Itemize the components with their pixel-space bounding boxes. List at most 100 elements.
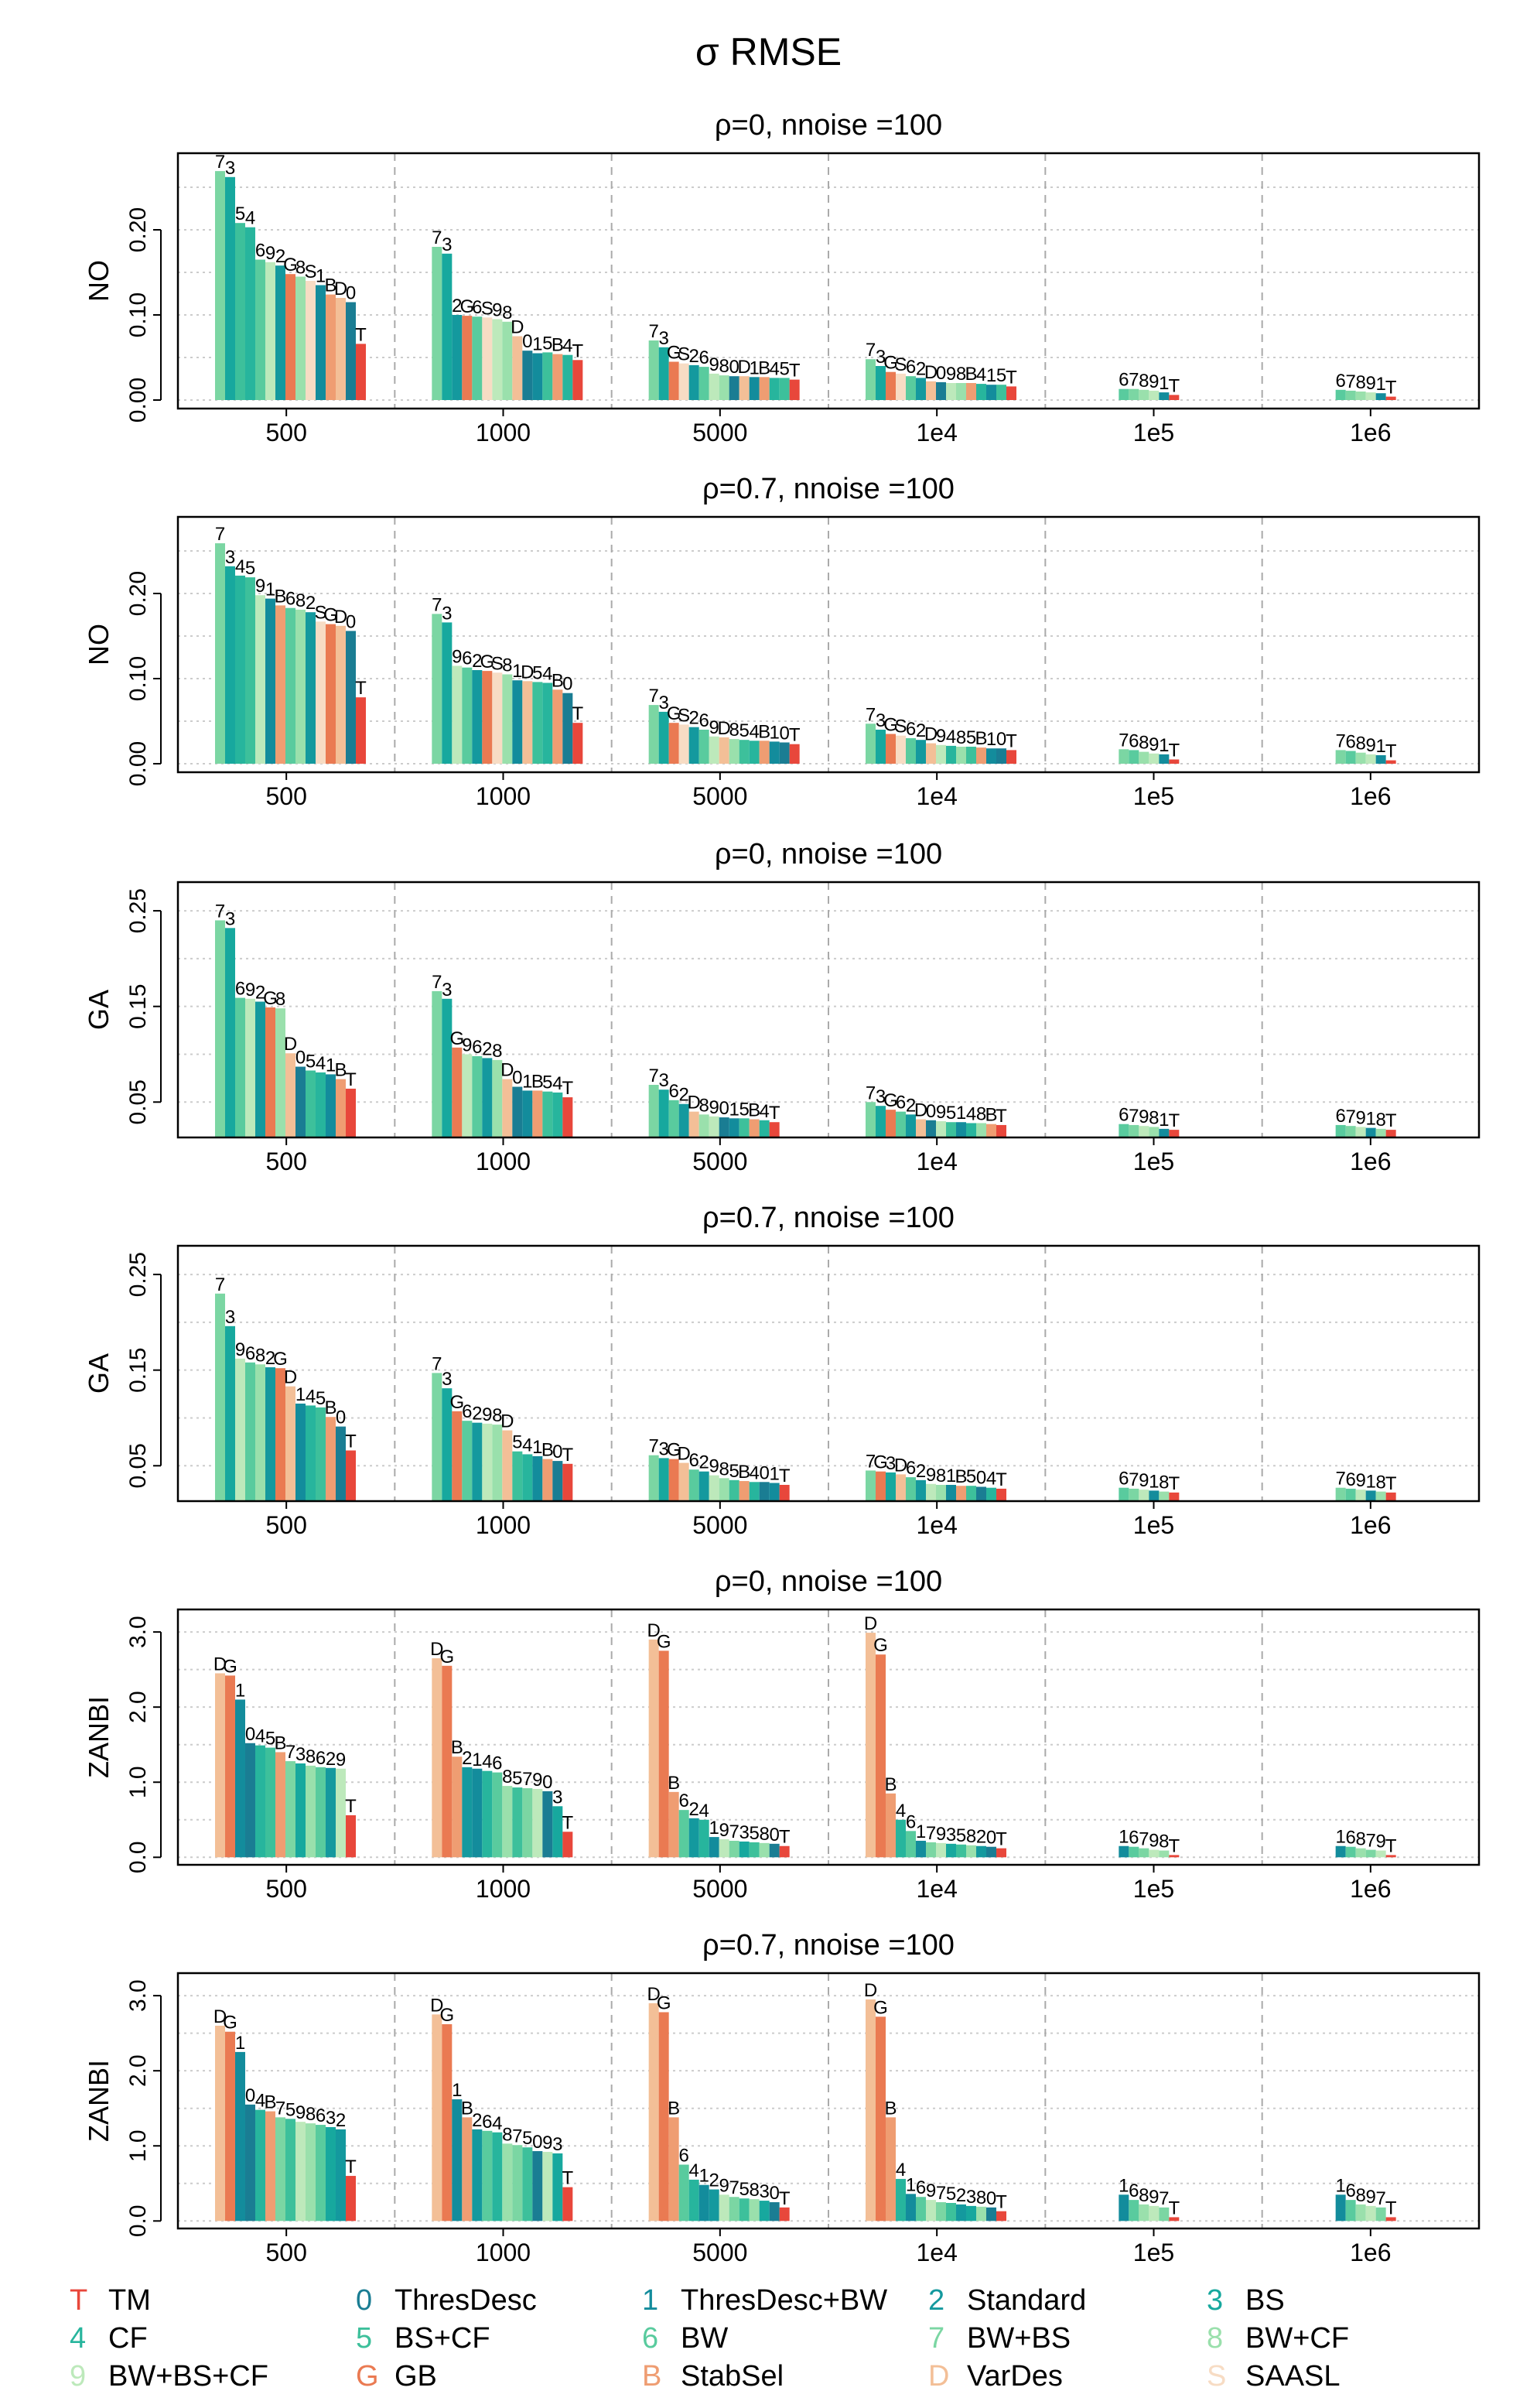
bar-8	[936, 1484, 946, 1501]
bar-label: 5	[739, 720, 749, 741]
bar-2	[265, 1366, 275, 1501]
bar-S	[678, 363, 689, 400]
bar-8	[492, 1425, 503, 1501]
bar-S	[678, 724, 689, 764]
bar-6	[896, 1111, 906, 1137]
bar-label: 8	[1355, 2185, 1365, 2206]
bar-9	[926, 2200, 936, 2222]
bar-9	[245, 998, 255, 1137]
bar-label: D	[894, 1455, 907, 1476]
bar-label: 8	[492, 1405, 502, 1426]
bar-6	[472, 316, 483, 400]
bar-label: G	[223, 2013, 237, 2033]
bar-label: 8	[492, 1041, 502, 1062]
bar-D	[285, 1386, 295, 1501]
bar-6	[285, 607, 295, 764]
bar-S	[482, 317, 493, 400]
bar-label: 9	[1365, 735, 1375, 756]
bar-G	[482, 671, 493, 764]
bar-8	[502, 2143, 513, 2222]
bar-0	[719, 1117, 729, 1137]
bar-1	[512, 680, 523, 764]
bar-9	[336, 1768, 346, 1858]
bar-label: D	[687, 1093, 700, 1113]
bar-label: 9	[936, 726, 946, 747]
bar-6	[1345, 1488, 1356, 1501]
bar-6	[1129, 750, 1139, 764]
bar-label: T	[779, 1827, 791, 1848]
y-tick-label: 0.00	[125, 378, 151, 422]
bar-5	[996, 385, 1006, 400]
bar-D	[866, 1999, 876, 2222]
bar-label: T	[345, 1069, 357, 1090]
bar-0	[245, 1743, 255, 1858]
bar-7	[275, 2117, 285, 2222]
bar-2	[698, 1471, 709, 1501]
bar-G	[886, 734, 896, 764]
bar-label: 7	[936, 2183, 946, 2204]
bar-1	[1159, 754, 1170, 764]
bar-3	[876, 1106, 886, 1137]
bar-B	[275, 605, 285, 764]
bar-7	[1365, 1849, 1376, 1858]
bar-2	[336, 2129, 346, 2222]
bar-label: 7	[866, 704, 876, 725]
bar-label: 6	[1119, 370, 1129, 391]
bar-label: 1	[1375, 736, 1385, 757]
bar-label: 2	[265, 1348, 275, 1369]
plot-frame	[176, 515, 1481, 774]
bar-6	[688, 1469, 699, 1501]
bar-label: 1	[512, 661, 522, 682]
bar-5	[966, 747, 976, 764]
bar-B	[886, 1793, 896, 1858]
bar-label: 4	[316, 1053, 326, 1074]
y-axis-label: GA	[83, 1353, 114, 1394]
bar-label: 7	[648, 1065, 658, 1086]
bar-label: 0	[986, 2188, 996, 2209]
bar-label: D	[647, 1984, 660, 2005]
bar-label: 7	[512, 2126, 522, 2146]
bar-label: D	[430, 1995, 443, 2016]
bar-5	[739, 2198, 750, 2222]
y-tick-label: 1.0	[125, 2129, 151, 2162]
bar-label: 0	[245, 1724, 255, 1745]
legend-item: 0 ThresDesc	[356, 2284, 537, 2317]
bar-1	[316, 285, 326, 400]
bar-label: 7	[648, 686, 658, 706]
bar-G	[886, 1110, 896, 1137]
bar-label: 4	[542, 664, 552, 685]
bar-1	[698, 2184, 709, 2222]
bar-label: 9	[709, 354, 719, 375]
bar-label: T	[1006, 730, 1017, 751]
bar-D	[739, 376, 750, 400]
bar-label: 5	[235, 204, 245, 224]
bar-label: T	[355, 678, 367, 699]
bar-label: 6	[285, 589, 295, 610]
bar-label: G	[657, 1992, 671, 2013]
bar-1	[1335, 2194, 1346, 2222]
bar-label: 5	[316, 1388, 326, 1409]
bar-9	[492, 319, 503, 400]
bar-label: 1	[326, 1055, 336, 1076]
bar-T	[1169, 1855, 1180, 1858]
bar-label: B	[884, 2098, 897, 2119]
x-tick-label: 1e4	[916, 782, 957, 810]
bar-7	[1159, 2207, 1170, 2222]
bar-label: S	[894, 354, 907, 375]
bar-label: G	[873, 1997, 888, 2018]
bar-label: 7	[1129, 1106, 1139, 1127]
y-tick-label: 3.0	[125, 1616, 151, 1648]
bar-label: 5	[749, 1823, 759, 1844]
bar-4	[255, 2109, 265, 2222]
y-tick-label: 0.15	[125, 983, 151, 1028]
bar-0	[986, 2207, 996, 2222]
bar-label: T	[345, 2157, 357, 2177]
bar-7	[1129, 388, 1139, 400]
y-tick-label: 0.20	[125, 207, 151, 252]
bar-label: B	[541, 1440, 554, 1461]
bar-label: 0	[759, 1462, 769, 1483]
bar-label: 1	[986, 365, 996, 386]
bar-1	[946, 1484, 956, 1501]
bar-label: 9	[452, 647, 462, 668]
bar-6	[462, 1421, 473, 1501]
